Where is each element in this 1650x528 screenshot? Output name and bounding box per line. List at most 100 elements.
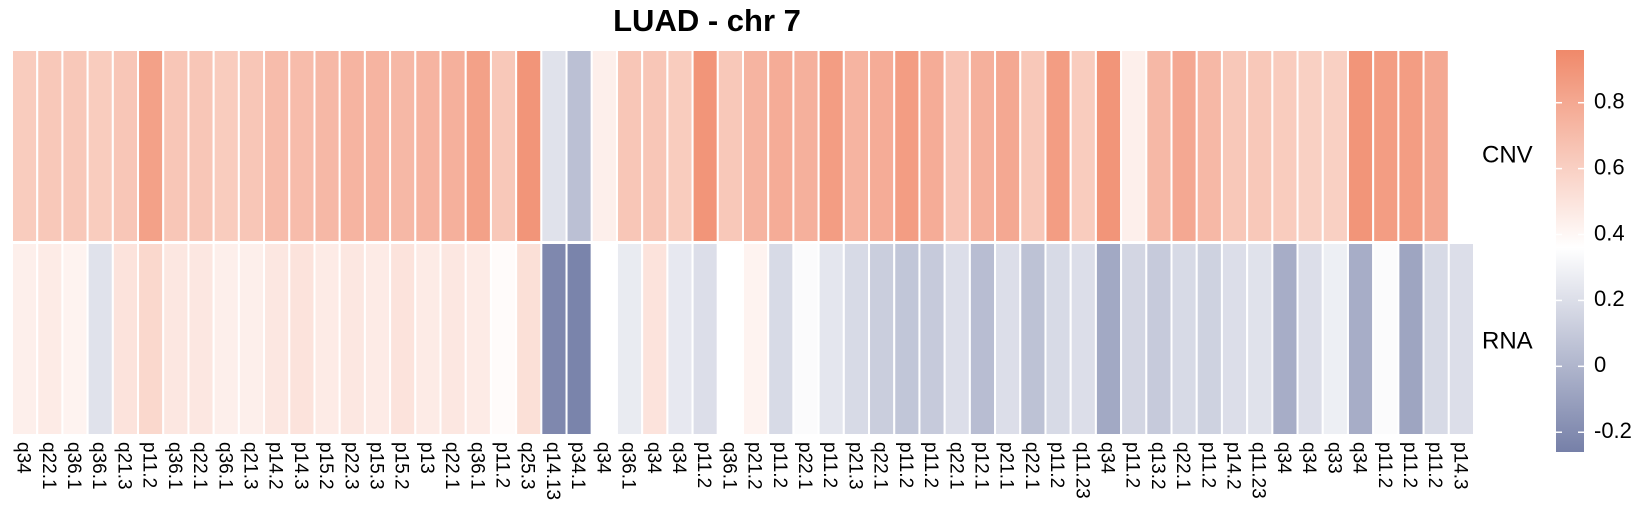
column-tick-label: q34 bbox=[1298, 442, 1319, 474]
heatmap-cell-cnv-35 bbox=[868, 49, 896, 243]
heatmap-cell-cnv-3 bbox=[61, 49, 89, 243]
heatmap-cell-rna-53 bbox=[1321, 242, 1349, 436]
heatmap-cell-cnv-1 bbox=[11, 49, 39, 243]
column-tick-label: q21.3 bbox=[239, 442, 260, 490]
heatmap-cell-rna-23 bbox=[565, 242, 593, 436]
heatmap-cell-cnv-37 bbox=[918, 49, 946, 243]
heatmap-cell-cnv-26 bbox=[641, 49, 669, 243]
column-tick-label: p15.2 bbox=[391, 442, 412, 490]
column-tick-label: q34 bbox=[1097, 442, 1118, 474]
column-tick-label: q34 bbox=[1273, 442, 1294, 474]
heatmap-cell-rna-10 bbox=[237, 242, 266, 436]
heatmap-cell-rna-9 bbox=[212, 242, 240, 436]
heatmap-cell-rna-45 bbox=[1120, 242, 1148, 436]
heatmap-cell-cnv-9 bbox=[212, 49, 240, 243]
column-tick-label: q36.1 bbox=[618, 442, 639, 490]
heatmap-cell-rna-22 bbox=[540, 242, 568, 436]
column-tick-label: q22.1 bbox=[189, 442, 210, 490]
heatmap-cell-rna-37 bbox=[918, 242, 946, 436]
column-tick-label: p12.1 bbox=[970, 442, 991, 490]
heatmap-cell-rna-52 bbox=[1296, 242, 1324, 436]
heatmap-cell-rna-56 bbox=[1397, 242, 1425, 436]
heatmap-cell-rna-50 bbox=[1246, 242, 1274, 436]
heatmap-cell-rna-29 bbox=[716, 242, 744, 436]
column-tick-label: q36.1 bbox=[88, 442, 109, 490]
heatmap-cell-rna-3 bbox=[61, 242, 89, 436]
color-legend: 0.8 0.6 0.4 0.2 0 -0.2 bbox=[1556, 50, 1632, 452]
heatmap-cell-rna-48 bbox=[1195, 242, 1223, 436]
heatmap-cell-cnv-18 bbox=[439, 49, 467, 243]
heatmap-cell-cnv-11 bbox=[263, 49, 291, 243]
heatmap-cell-rna-20 bbox=[489, 242, 518, 436]
column-tick-label: p21.3 bbox=[844, 442, 865, 490]
color-legend-ticks: 0.8 0.6 0.4 0.2 0 -0.2 bbox=[1556, 89, 1632, 443]
heatmap-cell-cnv-21 bbox=[515, 49, 543, 243]
heatmap-cell-rna-36 bbox=[893, 242, 921, 436]
heatmap-cell-rna-18 bbox=[439, 242, 467, 436]
heatmap-cell-rna-30 bbox=[742, 242, 770, 436]
heatmap-cell-cnv-44 bbox=[1094, 49, 1123, 243]
column-labels: q34 q22.1 q36.1 q36.1 q21.3 p11.2 q36.1 q22.1 q3… bbox=[13, 442, 1471, 500]
heatmap-cell-rna-19 bbox=[464, 242, 492, 436]
column-tick-label: p11.2 bbox=[920, 442, 941, 488]
column-tick-label: q22.1 bbox=[870, 442, 891, 490]
heatmap-cell-cnv-55 bbox=[1372, 49, 1400, 243]
heatmap-cell-rna-47 bbox=[1170, 242, 1198, 436]
heatmap-cell-rna-7 bbox=[162, 242, 190, 436]
heatmap-cell-rna-21 bbox=[515, 242, 543, 436]
heatmap-cell-cnv-47 bbox=[1170, 49, 1198, 243]
column-tick-label: q34 bbox=[592, 442, 613, 474]
heatmap-cell-cnv-43 bbox=[1069, 49, 1097, 243]
column-tick-label: p11.2 bbox=[1046, 442, 1067, 488]
column-tick-label: p11.2 bbox=[819, 442, 840, 488]
color-legend-bar bbox=[1556, 50, 1584, 452]
heatmap-cell-cnv-57 bbox=[1422, 49, 1450, 243]
heatmap-cell-cnv-14 bbox=[338, 49, 366, 243]
heatmap-cell-cnv-49 bbox=[1220, 49, 1249, 243]
heatmap-cell-cnv-31 bbox=[767, 49, 795, 243]
heatmap-cell-cnv-45 bbox=[1120, 49, 1148, 243]
heatmap-cell-cnv-41 bbox=[1019, 49, 1047, 243]
heatmap-cell-cnv-12 bbox=[288, 49, 316, 243]
column-tick-label: q13.2 bbox=[1147, 442, 1168, 490]
heatmap-cell-cnv-50 bbox=[1246, 49, 1274, 243]
heatmap-cell-rna-51 bbox=[1271, 242, 1299, 436]
chart-title: LUAD - chr 7 bbox=[613, 3, 801, 38]
heatmap-cell-rna-55 bbox=[1372, 242, 1400, 436]
column-tick-label: p11.2 bbox=[1424, 442, 1445, 488]
heatmap-cell-rna-28 bbox=[691, 242, 719, 436]
column-tick-label: p15.3 bbox=[366, 442, 387, 490]
heatmap-cell-rna-11 bbox=[263, 242, 291, 436]
heatmap-cell-rna-1 bbox=[11, 242, 39, 436]
heatmap-cell-cnv-38 bbox=[943, 49, 971, 243]
heatmap-cell-rna-43 bbox=[1069, 242, 1097, 436]
heatmap-cell-rna-44 bbox=[1094, 242, 1123, 436]
column-tick-label: p11.2 bbox=[1122, 442, 1143, 488]
column-tick-label: p21.2 bbox=[744, 442, 765, 490]
column-tick-label: p11.2 bbox=[895, 442, 916, 488]
legend-tick-label: 0.2 bbox=[1594, 286, 1625, 311]
column-tick-label: p34.1 bbox=[567, 442, 588, 490]
heatmap-cell-cnv-54 bbox=[1346, 49, 1375, 243]
heatmap-cell-cnv-56 bbox=[1397, 49, 1425, 243]
heatmap-cell-rna-25 bbox=[615, 242, 644, 436]
heatmap-cell-cnv-29 bbox=[716, 49, 744, 243]
heatmap-cell-cnv-4 bbox=[86, 49, 114, 243]
heatmap-cell-cnv-7 bbox=[162, 49, 190, 243]
column-tick-label: p22.1 bbox=[794, 442, 815, 490]
heatmap-cell-cnv-15 bbox=[363, 49, 392, 243]
heatmap-cell-rna-35 bbox=[868, 242, 896, 436]
column-tick-label: q22.1 bbox=[1172, 442, 1193, 490]
column-tick-label: q11.23 bbox=[1248, 442, 1269, 499]
column-tick-label: q36.1 bbox=[466, 442, 487, 490]
heatmap-cell-rna-33 bbox=[817, 242, 845, 436]
heatmap-cell-rna-46 bbox=[1145, 242, 1173, 436]
heatmap-cell-cnv-27 bbox=[666, 49, 694, 243]
heatmap-cell-cnv-20 bbox=[489, 49, 518, 243]
heatmap-cell-cnv-34 bbox=[842, 49, 871, 243]
column-tick-label: p11.2 bbox=[492, 442, 513, 488]
heatmap-cells bbox=[11, 49, 1476, 436]
heatmap-cell-rna-42 bbox=[1044, 242, 1072, 436]
row-labels: CNV RNA bbox=[1482, 141, 1533, 354]
